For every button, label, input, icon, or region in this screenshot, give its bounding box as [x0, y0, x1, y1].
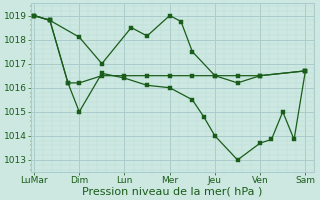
X-axis label: Pression niveau de la mer( hPa ): Pression niveau de la mer( hPa ) — [82, 187, 263, 197]
